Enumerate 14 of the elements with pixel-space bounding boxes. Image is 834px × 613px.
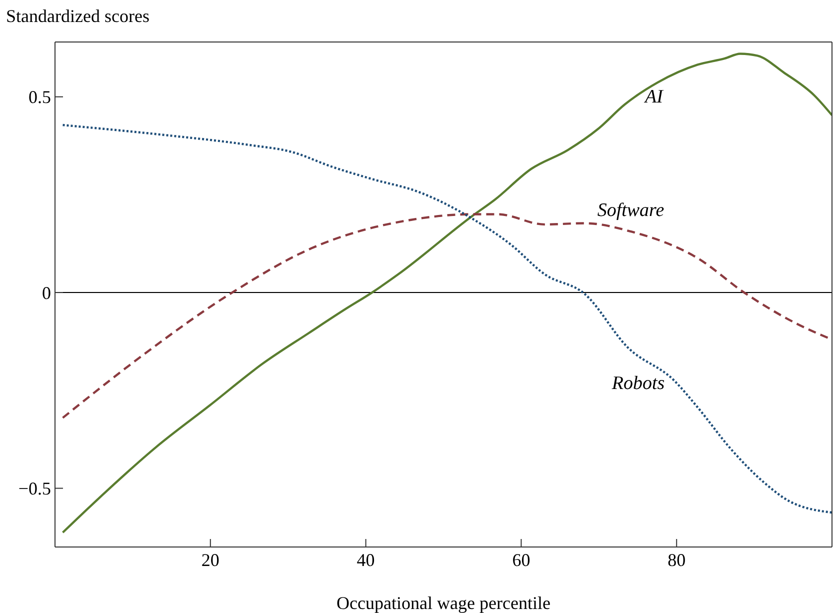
line-series (62, 124, 832, 514)
x-axis-title: Occupational wage percentile (336, 593, 550, 613)
x-tick-label: 60 (512, 550, 530, 570)
line-series (62, 52, 832, 534)
y-axis-title: Standardized scores (6, 6, 150, 27)
y-tick-label: 0.5 (28, 87, 51, 108)
y-tick-label: −0.5 (18, 478, 51, 499)
y-tick-label: 0 (42, 282, 51, 303)
x-tick-label: 20 (201, 550, 220, 570)
x-tick-label: 40 (356, 550, 375, 570)
series-label: AI (642, 86, 665, 108)
series-label: Robots (610, 372, 665, 394)
x-tick-label: 80 (668, 550, 686, 570)
series-label: Software (597, 200, 664, 221)
